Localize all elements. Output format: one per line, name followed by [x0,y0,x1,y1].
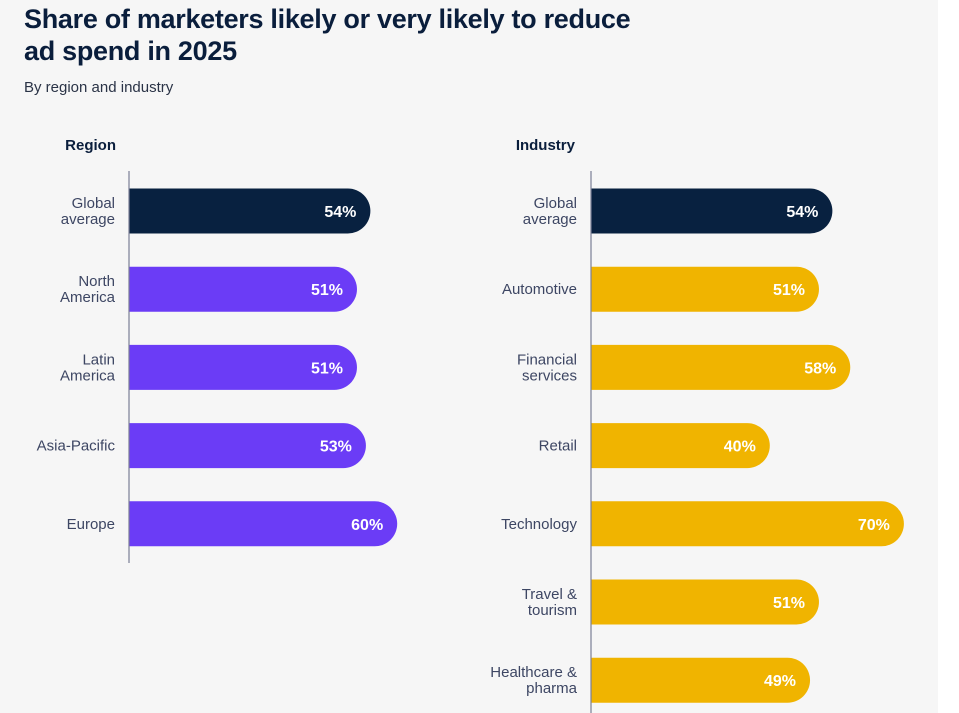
region-value-label: 51% [311,360,343,377]
region-value-label: 54% [324,204,356,221]
region-value-label: 51% [311,282,343,299]
category-label-line: Asia-Pacific [37,438,116,455]
category-label-line: Travel & [522,586,577,603]
category-label-line: Global [72,195,115,212]
chart-title: Share of marketers likely or very likely… [24,4,631,66]
category-label-line: America [60,289,116,306]
category-label-line: Healthcare & [490,664,577,681]
category-label-line: Global [534,195,577,212]
industry-value-label: 51% [773,282,805,299]
category-label-line: Technology [501,516,577,533]
region-bar [129,501,398,547]
industry-bar [591,657,811,703]
category-label-line: Financial [517,351,577,368]
industry-value-label: 54% [786,204,818,221]
category-label-line: Automotive [502,281,577,298]
industry-bar [591,344,851,390]
industry-bar [591,579,819,625]
industry-category-label: Financial services [517,351,577,384]
industry-bar [591,501,904,547]
region-value-label: 53% [320,439,352,456]
industry-category-label: Retail [539,438,577,455]
industry-category-label: Automotive [502,281,577,298]
industry-bar [591,266,819,312]
region-bar [129,188,371,234]
region-bar [129,423,366,469]
region-value-label: 60% [351,517,383,534]
industry-chart: 54% Global average 51% Automotive 58% Financia… [490,171,904,713]
region-bar [129,344,357,390]
region-bar [129,266,357,312]
industry-group-title: Industry [515,137,575,154]
industry-value-label: 70% [858,517,890,534]
industry-value-label: 49% [764,673,796,690]
category-label-line: pharma [526,680,578,697]
industry-bar [591,423,770,469]
industry-bar [591,188,833,234]
industry-category-label: Technology [501,516,577,533]
category-label-line: tourism [528,602,577,619]
industry-value-label: 40% [724,439,756,456]
category-label-line: Retail [539,438,577,455]
industry-category-label: Global average [523,195,577,228]
chart-subtitle: By region and industry [24,79,174,96]
industry-category-label: Healthcare & pharma [490,664,577,697]
region-category-label: Global average [61,195,115,228]
region-group-title: Region [65,137,116,154]
region-category-label: Asia-Pacific [37,438,116,455]
category-label-line: America [60,367,116,384]
region-category-label: Europe [67,516,115,533]
category-label-line: North [78,273,115,290]
region-category-label: North America [60,273,116,306]
category-label-line: Latin [82,351,115,368]
industry-value-label: 51% [773,595,805,612]
category-label-line: average [61,211,115,228]
category-label-line: average [523,211,577,228]
region-category-label: Latin America [60,351,116,384]
category-label-line: Europe [67,516,115,533]
category-label-line: services [522,367,577,384]
industry-value-label: 58% [804,360,836,377]
industry-category-label: Travel & tourism [522,586,577,619]
